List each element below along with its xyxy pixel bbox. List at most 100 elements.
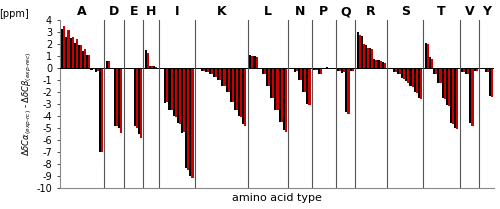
Bar <box>147 53 149 68</box>
Bar <box>285 68 287 132</box>
Bar <box>90 68 92 70</box>
Bar <box>403 68 406 79</box>
Bar <box>80 45 82 68</box>
Bar <box>412 68 414 87</box>
Bar <box>442 68 444 98</box>
Bar <box>326 67 328 68</box>
Bar <box>196 68 198 69</box>
Bar <box>438 68 440 83</box>
Bar <box>116 68 118 126</box>
Bar <box>198 68 200 69</box>
Bar <box>250 55 252 68</box>
Text: A: A <box>78 5 87 18</box>
Text: V: V <box>464 5 474 18</box>
Bar <box>450 68 452 123</box>
Bar <box>200 68 202 71</box>
Bar <box>306 68 308 104</box>
Bar <box>320 68 322 74</box>
Bar <box>226 68 228 92</box>
Bar <box>278 68 280 122</box>
Bar <box>128 68 130 69</box>
Bar <box>454 68 456 128</box>
Bar <box>181 68 183 133</box>
Bar <box>292 68 294 69</box>
Bar <box>344 68 345 72</box>
Bar <box>268 68 270 86</box>
Bar <box>420 68 422 99</box>
Bar <box>371 49 373 68</box>
Bar <box>456 68 458 129</box>
Bar <box>164 68 166 103</box>
Bar <box>476 68 478 71</box>
Bar <box>484 68 487 72</box>
Bar <box>444 68 446 99</box>
Bar <box>61 29 64 68</box>
Bar <box>177 68 179 123</box>
Bar <box>274 68 276 110</box>
Bar <box>390 68 393 69</box>
Bar <box>446 68 448 105</box>
Bar <box>108 61 110 68</box>
Bar <box>341 68 344 73</box>
Bar <box>418 68 420 98</box>
Text: I: I <box>174 5 179 18</box>
Bar <box>461 68 463 72</box>
Text: T: T <box>437 5 446 18</box>
Bar <box>138 68 140 134</box>
Bar <box>242 68 244 124</box>
Bar <box>244 68 246 126</box>
Bar <box>64 26 66 68</box>
Bar <box>427 44 429 68</box>
Bar <box>296 68 298 71</box>
Bar <box>395 68 397 72</box>
Bar <box>358 35 360 68</box>
Bar <box>220 68 222 80</box>
Bar <box>260 68 262 69</box>
Text: R: R <box>366 5 376 18</box>
Bar <box>433 68 435 74</box>
Text: L: L <box>264 5 272 18</box>
Bar <box>316 68 318 70</box>
Y-axis label: $\Delta\delta C\alpha_{(exp\text{-}rc)}$ - $\Delta\delta C\beta_{(exp\text{-}rec: $\Delta\delta C\alpha_{(exp\text{-}rc)}$… <box>20 52 34 156</box>
Bar <box>352 68 354 71</box>
Bar <box>114 68 116 126</box>
Bar <box>70 38 71 68</box>
Bar <box>126 68 128 69</box>
Bar <box>448 68 450 106</box>
Bar <box>258 68 260 69</box>
Bar <box>162 68 164 69</box>
Bar <box>408 68 410 83</box>
Bar <box>314 68 316 70</box>
Bar <box>474 68 476 71</box>
Bar <box>482 68 484 69</box>
Bar <box>179 68 181 124</box>
Bar <box>155 67 158 68</box>
Bar <box>280 68 282 122</box>
Bar <box>440 68 442 83</box>
Bar <box>272 68 274 98</box>
Bar <box>151 66 153 68</box>
X-axis label: amino acid type: amino acid type <box>232 194 322 203</box>
Bar <box>204 68 207 72</box>
Bar <box>318 68 320 74</box>
Bar <box>491 68 493 97</box>
Text: D: D <box>109 5 120 18</box>
Bar <box>382 62 384 68</box>
Bar <box>406 68 407 81</box>
Bar <box>68 30 70 68</box>
Bar <box>346 68 348 112</box>
Bar <box>256 57 258 68</box>
Bar <box>465 68 468 74</box>
Bar <box>76 40 78 68</box>
Bar <box>429 57 431 68</box>
Bar <box>118 68 120 128</box>
Bar <box>348 68 350 114</box>
Bar <box>435 68 438 74</box>
Bar <box>290 68 292 69</box>
Bar <box>86 55 88 68</box>
Bar <box>82 51 84 68</box>
Text: [ppm]: [ppm] <box>0 9 28 19</box>
Bar <box>72 37 74 68</box>
Bar <box>266 68 268 86</box>
Bar <box>322 68 324 69</box>
